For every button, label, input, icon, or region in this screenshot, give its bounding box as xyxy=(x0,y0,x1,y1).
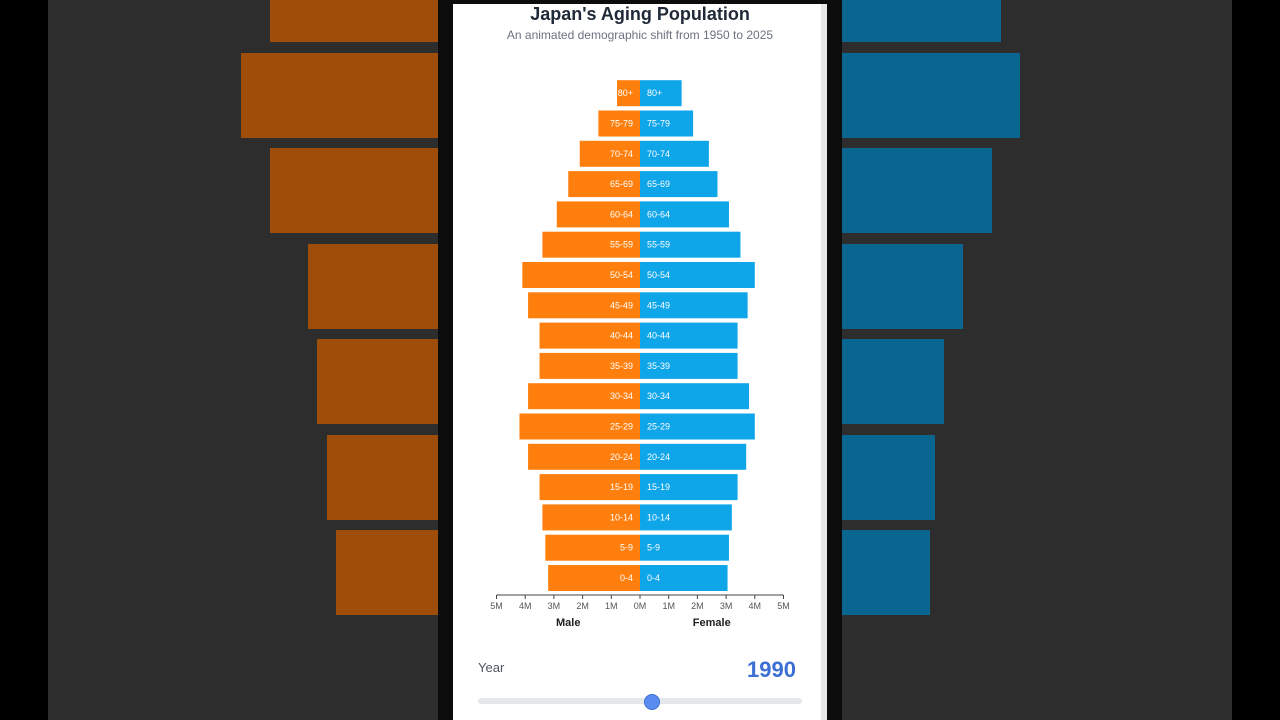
x-tick-label: 3M xyxy=(548,601,561,611)
female-age-label: 50-54 xyxy=(647,270,670,280)
year-label: Year xyxy=(478,660,505,675)
female-age-label: 60-64 xyxy=(647,209,670,219)
female-age-label: 70-74 xyxy=(647,149,670,159)
male-age-label: 40-44 xyxy=(610,331,633,341)
female-bar-30-34 xyxy=(640,383,750,410)
female-bar-55-59 xyxy=(640,231,741,258)
male-age-label: 10-14 xyxy=(610,512,633,522)
female-bar-20-24 xyxy=(640,443,747,470)
male-bar-0-4 xyxy=(548,565,640,591)
female-bar-50-54 xyxy=(640,262,755,288)
female-age-label: 65-69 xyxy=(647,179,670,189)
male-bar-15-19 xyxy=(539,474,640,501)
x-tick-label: 4M xyxy=(519,601,532,611)
male-age-label: 35-39 xyxy=(610,361,633,371)
female-bar-35-39 xyxy=(640,352,738,379)
male-age-label: 70-74 xyxy=(610,149,633,159)
x-tick-label: 3M xyxy=(720,601,733,611)
male-bar-75-79 xyxy=(598,110,640,137)
x-tick-label: 4M xyxy=(749,601,762,611)
male-bar-80+ xyxy=(617,80,640,107)
male-age-label: 50-54 xyxy=(610,270,633,280)
female-bar-65-69 xyxy=(640,171,718,198)
female-bar-0-4 xyxy=(640,565,728,591)
female-bar-45-49 xyxy=(640,292,748,319)
male-age-label: 25-29 xyxy=(610,422,633,432)
male-bar-65-69 xyxy=(568,171,640,198)
male-bar-10-14 xyxy=(542,504,640,531)
male-age-label: 55-59 xyxy=(610,240,633,250)
chart-subtitle: An animated demographic shift from 1950 … xyxy=(506,28,774,42)
male-bar-55-59 xyxy=(542,231,640,258)
x-tick-label: 5M xyxy=(777,601,790,611)
female-age-label: 40-44 xyxy=(647,331,670,341)
female-age-label: 20-24 xyxy=(647,452,670,462)
x-tick-label: 0M xyxy=(634,601,647,611)
male-age-label: 30-34 xyxy=(610,391,633,401)
female-age-label: 25-29 xyxy=(647,422,670,432)
male-age-label: 60-64 xyxy=(610,209,633,219)
male-age-label: 80+ xyxy=(618,88,633,98)
year-slider-thumb[interactable] xyxy=(643,694,660,710)
male-age-label: 15-19 xyxy=(610,482,633,492)
male-bar-30-34 xyxy=(528,383,640,410)
female-bar-10-14 xyxy=(640,504,732,531)
male-axis-label: Male xyxy=(556,617,580,629)
female-age-label: 0-4 xyxy=(647,573,660,583)
chart-card: Japan's Aging Population An animated dem… xyxy=(453,4,827,720)
female-age-label: 15-19 xyxy=(647,482,670,492)
female-bar-5-9 xyxy=(640,534,729,561)
female-age-label: 10-14 xyxy=(647,512,670,522)
x-tick-label: 5M xyxy=(490,601,503,611)
female-age-label: 55-59 xyxy=(647,240,670,250)
female-bar-25-29 xyxy=(640,413,755,440)
female-bar-60-64 xyxy=(640,201,729,228)
male-bar-25-29 xyxy=(519,413,640,440)
male-bar-50-54 xyxy=(522,262,640,288)
year-value: 1990 xyxy=(747,657,796,682)
population-pyramid-chart: 0-4 0-4 5-9 5-9 10-14 10-14 15-19 15-19 20-24 20-… xyxy=(490,80,790,629)
male-bar-35-39 xyxy=(539,352,640,379)
x-tick-label: 2M xyxy=(691,601,704,611)
male-age-label: 5-9 xyxy=(620,543,633,553)
female-bar-70-74 xyxy=(640,140,709,167)
year-slider-track[interactable] xyxy=(478,698,802,704)
female-age-label: 35-39 xyxy=(647,361,670,371)
male-age-label: 45-49 xyxy=(610,300,633,310)
male-bar-20-24 xyxy=(528,443,640,470)
male-age-label: 20-24 xyxy=(610,452,633,462)
female-axis-label: Female xyxy=(693,617,731,629)
female-age-label: 80+ xyxy=(647,88,662,98)
male-bar-5-9 xyxy=(545,534,640,561)
female-bar-75-79 xyxy=(640,110,694,137)
female-age-label: 45-49 xyxy=(647,300,670,310)
female-age-label: 75-79 xyxy=(647,119,670,129)
male-age-label: 0-4 xyxy=(620,573,633,583)
female-age-label: 5-9 xyxy=(647,543,660,553)
x-tick-label: 1M xyxy=(662,601,675,611)
chart-title: Japan's Aging Population xyxy=(530,4,750,24)
male-age-label: 75-79 xyxy=(610,119,633,129)
female-bar-40-44 xyxy=(640,322,738,349)
female-age-label: 30-34 xyxy=(647,391,670,401)
male-bar-60-64 xyxy=(556,201,640,228)
x-tick-label: 1M xyxy=(605,601,618,611)
x-tick-label: 2M xyxy=(576,601,589,611)
female-bar-80+ xyxy=(640,80,682,107)
male-bar-40-44 xyxy=(539,322,640,349)
female-bar-15-19 xyxy=(640,474,738,501)
male-bar-45-49 xyxy=(528,292,640,319)
male-bar-70-74 xyxy=(579,140,640,167)
male-age-label: 65-69 xyxy=(610,179,633,189)
